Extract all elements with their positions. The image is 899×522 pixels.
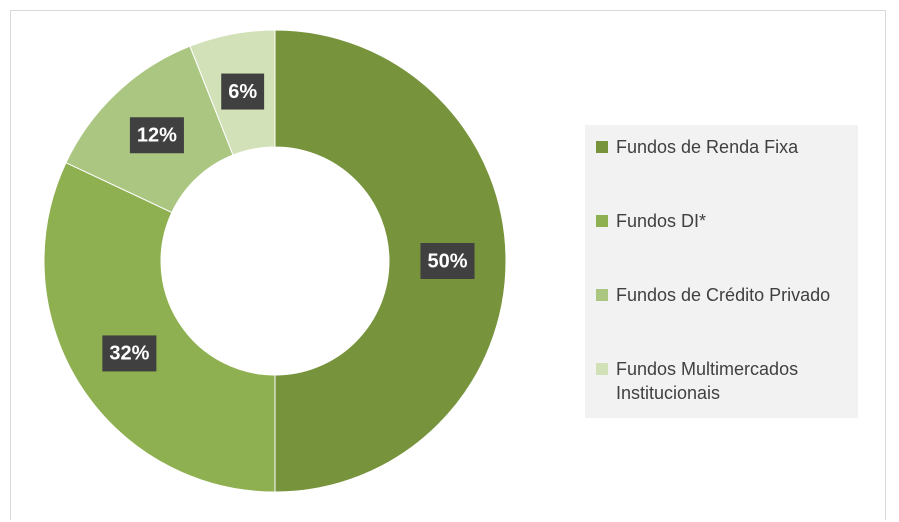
donut-slice	[43, 161, 276, 493]
data-label: 12%	[137, 125, 177, 147]
legend-swatch	[596, 141, 608, 153]
legend-label: Fundos de Crédito Privado	[616, 285, 831, 305]
data-label: 32%	[109, 343, 149, 365]
legend-label: Fundos de Renda Fixa	[616, 137, 799, 157]
donut-slice	[274, 29, 507, 493]
legend-item: Fundos de Crédito Privado	[596, 283, 850, 357]
data-label-box	[129, 117, 184, 154]
data-label: 50%	[427, 250, 467, 272]
data-label-box	[420, 243, 475, 279]
legend-swatch	[596, 215, 608, 227]
data-label-box	[102, 335, 157, 372]
legend-item: Fundos Multimercados Institucionais	[596, 357, 850, 431]
legend: Fundos de Renda Fixa Fundos DI* Fundos de …	[585, 125, 858, 418]
chart-frame	[10, 10, 886, 520]
legend-label: Fundos DI*	[616, 211, 707, 231]
legend-item: Fundos DI*	[596, 209, 850, 283]
legend-label: Fundos Multimercados Institucionais	[616, 359, 799, 403]
legend-swatch	[596, 289, 608, 301]
legend-swatch	[596, 363, 608, 375]
data-label: 6%	[228, 81, 257, 103]
legend-item: Fundos de Renda Fixa	[596, 135, 850, 209]
data-label-box	[221, 73, 265, 110]
